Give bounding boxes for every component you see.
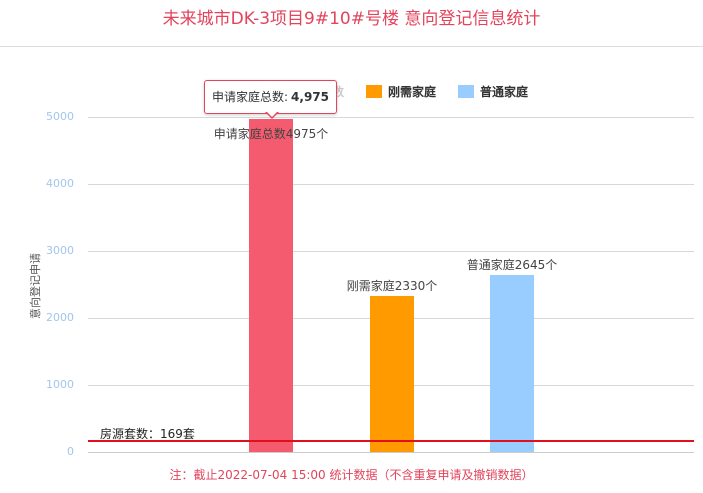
x-axis-line <box>88 452 694 453</box>
legend-label: 普通家庭 <box>480 84 529 99</box>
legend-item-essential[interactable]: 刚需家庭 <box>366 83 436 100</box>
footnote: 注：截止2022-07-04 15:00 统计数据（不含重复申请及撤销数据） <box>169 468 534 482</box>
tooltip-label: 申请家庭总数: <box>211 90 289 104</box>
gridline-4000 <box>88 184 694 185</box>
bar-essential-families[interactable] <box>370 296 414 452</box>
ytick-label: 5000 <box>46 110 74 123</box>
ytick-label: 1000 <box>46 378 74 391</box>
gridline-3000 <box>88 251 694 252</box>
bar-data-label: 普通家庭2645个 <box>466 258 558 272</box>
tooltip-pointer-inner <box>266 111 278 117</box>
header-divider <box>0 46 703 47</box>
tooltip-value: 4,975 <box>291 90 329 104</box>
bar-ordinary-families[interactable] <box>490 275 534 452</box>
housing-units-label: 房源套数：169套 <box>100 427 195 441</box>
bar-total-applicants[interactable] <box>249 119 293 452</box>
ytick-label: 2000 <box>46 311 74 324</box>
ytick-label: 4000 <box>46 177 74 190</box>
chart-title: 未来城市DK-3项目9#10#号楼 意向登记信息统计 <box>162 9 541 29</box>
legend-swatch <box>458 84 475 98</box>
legend-item-ordinary[interactable]: 普通家庭 <box>458 83 528 100</box>
housing-units-reference-line <box>88 440 694 442</box>
tooltip: 申请家庭总数: 4,975 <box>204 80 337 114</box>
ytick-label: 0 <box>67 445 74 458</box>
gridline-5000 <box>88 117 694 118</box>
bar-data-label: 刚需家庭2330个 <box>346 279 438 293</box>
ytick-label: 3000 <box>46 244 74 257</box>
legend-label: 刚需家庭 <box>388 84 437 99</box>
legend-swatch <box>366 84 383 98</box>
y-axis-title: 意向登记申请 <box>29 253 42 319</box>
bar-data-label: 申请家庭总数4975个 <box>213 127 329 141</box>
